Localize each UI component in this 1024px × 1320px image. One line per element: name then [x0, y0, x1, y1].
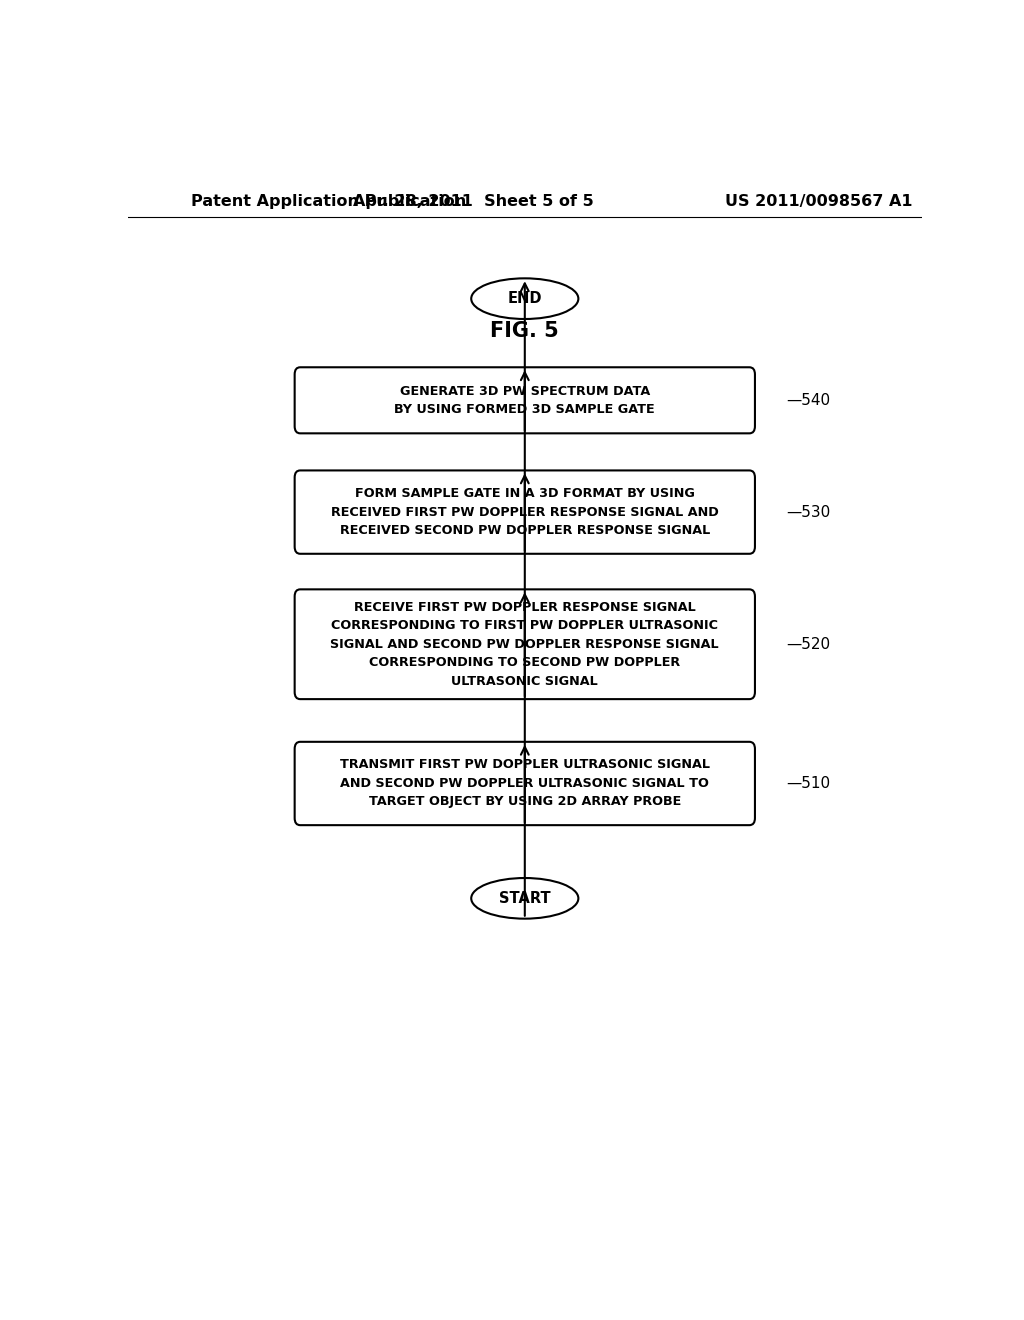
- Text: FORM SAMPLE GATE IN A 3D FORMAT BY USING
RECEIVED FIRST PW DOPPLER RESPONSE SIGN: FORM SAMPLE GATE IN A 3D FORMAT BY USING…: [331, 487, 719, 537]
- Text: —520: —520: [786, 636, 830, 652]
- Text: US 2011/0098567 A1: US 2011/0098567 A1: [725, 194, 912, 209]
- Text: Apr. 28, 2011  Sheet 5 of 5: Apr. 28, 2011 Sheet 5 of 5: [353, 194, 594, 209]
- Text: Patent Application Publication: Patent Application Publication: [191, 194, 467, 209]
- Ellipse shape: [471, 279, 579, 319]
- Text: END: END: [508, 292, 542, 306]
- Ellipse shape: [471, 878, 579, 919]
- Text: —530: —530: [786, 504, 830, 520]
- FancyBboxPatch shape: [295, 470, 755, 554]
- Text: —540: —540: [786, 393, 830, 408]
- Text: RECEIVE FIRST PW DOPPLER RESPONSE SIGNAL
CORRESPONDING TO FIRST PW DOPPLER ULTRA: RECEIVE FIRST PW DOPPLER RESPONSE SIGNAL…: [331, 601, 719, 688]
- Text: START: START: [499, 891, 551, 906]
- FancyBboxPatch shape: [295, 589, 755, 700]
- Text: FIG. 5: FIG. 5: [490, 321, 559, 341]
- Text: —510: —510: [786, 776, 830, 791]
- Text: TRANSMIT FIRST PW DOPPLER ULTRASONIC SIGNAL
AND SECOND PW DOPPLER ULTRASONIC SIG: TRANSMIT FIRST PW DOPPLER ULTRASONIC SIG…: [340, 759, 710, 808]
- Text: GENERATE 3D PW SPECTRUM DATA
BY USING FORMED 3D SAMPLE GATE: GENERATE 3D PW SPECTRUM DATA BY USING FO…: [394, 384, 655, 416]
- FancyBboxPatch shape: [295, 742, 755, 825]
- FancyBboxPatch shape: [295, 367, 755, 433]
